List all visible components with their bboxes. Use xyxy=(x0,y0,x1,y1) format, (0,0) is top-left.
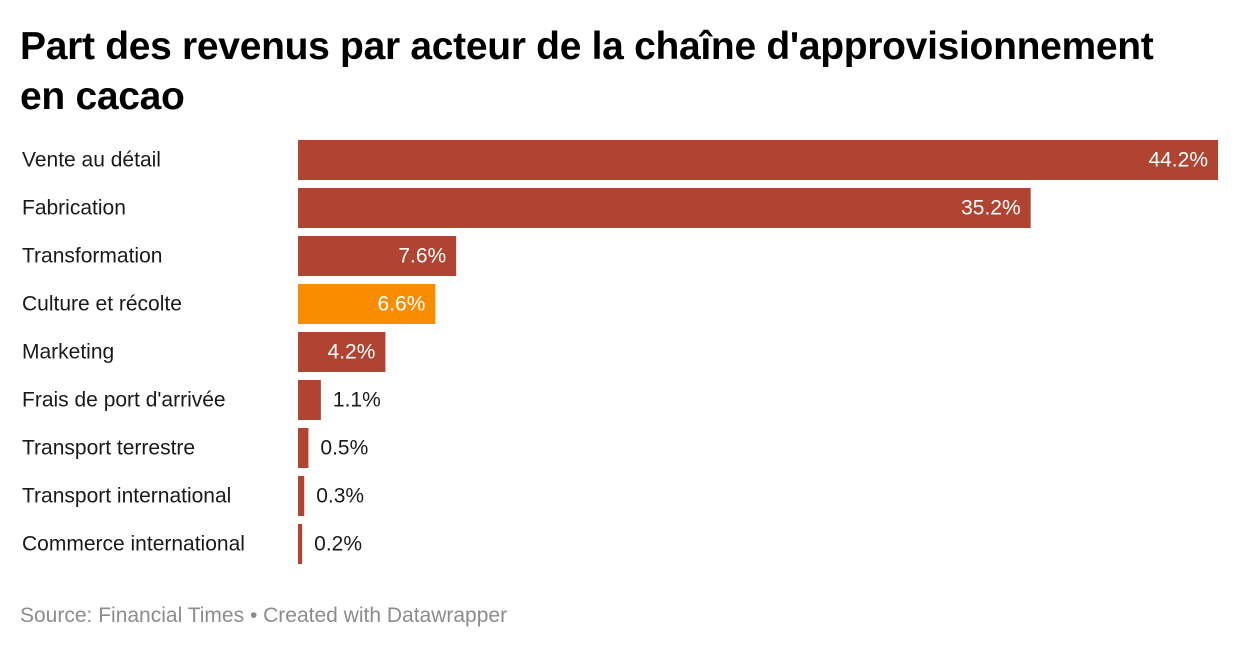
source-note: Source: Financial Times xyxy=(20,604,245,627)
bar-row-transport-international: Transport international 0.3% xyxy=(22,476,364,516)
category-label: Vente au détail xyxy=(22,149,161,172)
footer-separator: • xyxy=(249,604,258,627)
category-label: Marketing xyxy=(22,341,114,364)
value-label: 0.3% xyxy=(316,485,364,508)
value-label: 44.2% xyxy=(1148,149,1208,172)
value-label: 0.2% xyxy=(314,533,362,556)
bar[interactable] xyxy=(298,332,386,372)
value-label: 0.5% xyxy=(320,437,368,460)
bar-row-frais-de-port-d-arrivee: Frais de port d'arrivée 1.1% xyxy=(22,380,381,420)
value-label: 7.6% xyxy=(398,245,446,268)
bar[interactable] xyxy=(298,476,305,516)
value-label: 1.1% xyxy=(333,389,381,412)
bar-row-transformation: Transformation 7.6% xyxy=(22,236,457,276)
value-label: 6.6% xyxy=(378,293,426,316)
bar[interactable] xyxy=(298,140,1218,180)
bar[interactable] xyxy=(298,188,1031,228)
bar[interactable] xyxy=(298,428,309,468)
bar-row-marketing: Marketing 4.2% xyxy=(22,332,386,372)
category-label: Transformation xyxy=(22,245,162,268)
category-label: Culture et récolte xyxy=(22,293,182,316)
bar[interactable] xyxy=(298,380,321,420)
category-label: Fabrication xyxy=(22,197,126,220)
bar-row-transport-terrestre: Transport terrestre 0.5% xyxy=(22,428,368,468)
chart-title: Part des revenus par acteur de la chaîne… xyxy=(20,25,1154,118)
bar-row-fabrication: Fabrication 35.2% xyxy=(22,188,1031,228)
category-label: Frais de port d'arrivée xyxy=(22,389,226,412)
bar-row-vente-au-detail: Vente au détail 44.2% xyxy=(22,140,1218,180)
value-label: 4.2% xyxy=(328,341,376,364)
bar[interactable] xyxy=(298,524,303,564)
bar-row-commerce-international: Commerce international 0.2% xyxy=(22,524,362,564)
chart-footer: Source: Financial Times • Created with D… xyxy=(20,603,507,629)
bar[interactable] xyxy=(298,284,436,324)
datawrapper-credit[interactable]: Created with Datawrapper xyxy=(263,604,508,627)
value-label: 35.2% xyxy=(961,197,1021,220)
bar-row-culture-et-recolte: Culture et récolte 6.6% xyxy=(22,284,436,324)
category-label: Transport international xyxy=(22,485,231,508)
category-label: Commerce international xyxy=(22,533,245,556)
category-label: Transport terrestre xyxy=(22,437,195,460)
bar[interactable] xyxy=(298,236,457,276)
